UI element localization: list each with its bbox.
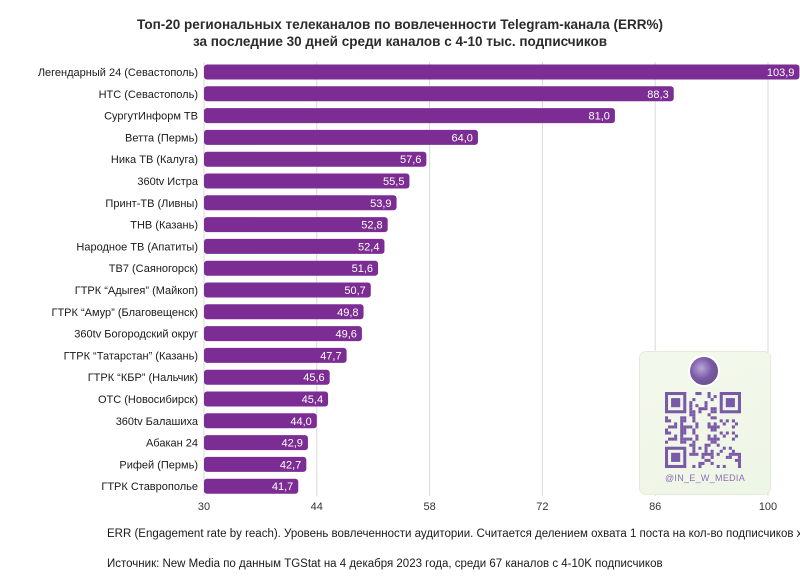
channel-avatar: [688, 355, 720, 387]
category-label: ГТРК “Татарстан” (Казань): [64, 350, 198, 362]
bar: [204, 108, 615, 124]
bar-value-label: 47,7: [320, 350, 341, 362]
bar: [204, 151, 427, 167]
bar-value-label: 49,6: [335, 329, 356, 341]
bar-value-label: 57,6: [400, 154, 421, 166]
category-label: Рифей (Пермь): [119, 459, 198, 471]
bar: [204, 195, 397, 211]
bar: [204, 369, 330, 385]
bar: [204, 326, 362, 342]
category-label: ГТРК “Амур” (Благовещенск): [52, 307, 199, 319]
category-label: Абакан 24: [146, 438, 198, 450]
bar-value-label: 55,5: [383, 176, 404, 188]
x-tick-label: 58: [423, 501, 435, 513]
bar: [204, 435, 308, 451]
qr-code-card[interactable]: @IN_E_W_MEDIA: [640, 352, 770, 494]
bar: [204, 129, 478, 145]
category-label: ТНВ (Казань): [130, 220, 198, 232]
bar: [204, 260, 379, 276]
x-tick-label: 100: [759, 501, 777, 513]
category-label: Легендарный 24 (Севастополь): [38, 67, 198, 79]
bar-value-label: 45,6: [303, 372, 324, 384]
x-tick-label: 72: [536, 501, 548, 513]
category-label: ТВ7 (Саяногорск): [109, 263, 198, 275]
chart-title-line-2: за последние 30 дней среди каналов с 4-1…: [192, 34, 608, 49]
bar-value-label: 42,7: [280, 459, 301, 471]
bar-value-label: 103,9: [767, 67, 795, 79]
bar: [204, 347, 347, 363]
category-label: Принт-ТВ (Ливны): [105, 198, 198, 210]
category-label: 360tv Истра: [137, 176, 199, 188]
category-label: ОТС (Новосибирск): [98, 394, 198, 406]
category-label: СургутИнформ ТВ: [104, 111, 198, 123]
bar-value-label: 52,4: [358, 241, 379, 253]
bar: [204, 391, 329, 407]
source-note: Источник: New Media по данным TGStat на …: [107, 558, 663, 570]
x-tick-label: 86: [649, 501, 661, 513]
category-label: 360tv Балашиха: [116, 416, 199, 428]
err-definition-note: ERR (Engagement rate by reach). Уровень …: [107, 528, 800, 540]
category-label: Ветта (Пермь): [125, 132, 198, 144]
bar-value-label: 42,9: [282, 438, 303, 450]
x-tick-label: 44: [311, 501, 323, 513]
bar-value-label: 50,7: [344, 285, 365, 297]
category-label: ГТРК Ставрополье: [101, 481, 198, 493]
bar-value-label: 44,0: [290, 416, 311, 428]
bar-value-label: 88,3: [647, 89, 668, 101]
bar: [204, 86, 674, 102]
x-tick-label: 30: [198, 501, 210, 513]
qr-code-icon: [665, 392, 741, 468]
bar-value-label: 52,8: [361, 220, 382, 232]
bar-value-label: 41,7: [272, 481, 293, 493]
bar: [204, 173, 410, 189]
bar-value-label: 49,8: [337, 307, 358, 319]
chart-title: Топ-20 региональных телеканалов по вовле…: [0, 16, 800, 50]
bar: [204, 478, 299, 494]
qr-handle: @IN_E_W_MEDIA: [664, 473, 746, 483]
bar-value-label: 51,6: [352, 263, 373, 275]
bar: [204, 217, 388, 233]
bar-value-label: 45,4: [302, 394, 323, 406]
category-label: ГТРК “КБР” (Нальчик): [88, 372, 198, 384]
category-label: 360tv Богородский округ: [74, 329, 198, 341]
category-label: НТС (Севастополь): [99, 89, 198, 101]
bar-value-label: 64,0: [452, 132, 473, 144]
bar: [204, 456, 307, 472]
bar: [204, 304, 364, 320]
category-label: ГТРК “Адыгея” (Майкоп): [75, 285, 198, 297]
bar-value-label: 81,0: [588, 111, 609, 123]
bar: [204, 64, 800, 80]
category-label: Ника ТВ (Калуга): [111, 154, 198, 166]
bar: [204, 282, 371, 298]
bar: [204, 413, 317, 429]
chart-title-line-1: Топ-20 региональных телеканалов по вовле…: [137, 17, 663, 32]
bar: [204, 238, 385, 254]
category-label: Народное ТВ (Апатиты): [76, 241, 198, 253]
bar-value-label: 53,9: [370, 198, 391, 210]
